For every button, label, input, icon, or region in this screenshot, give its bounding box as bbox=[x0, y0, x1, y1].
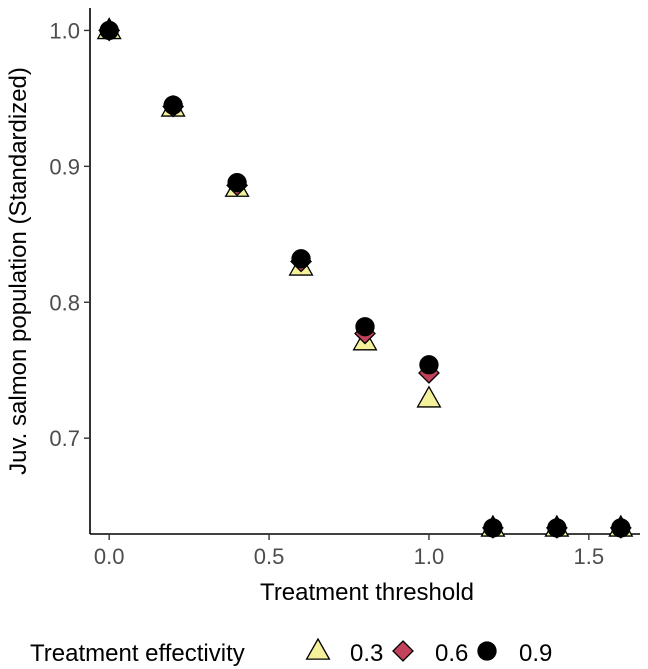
data-point-0-3 bbox=[416, 385, 442, 408]
data-point-0-9 bbox=[547, 518, 567, 538]
legend-title: Treatment effectivity bbox=[30, 640, 245, 667]
legend-items: 0.3 0.6 0.9 bbox=[305, 637, 552, 667]
legend-key-0-3 bbox=[305, 637, 331, 660]
y-ticks: 0.7 0.8 0.9 1.0 bbox=[49, 18, 90, 451]
y-tick-label: 0.9 bbox=[49, 154, 80, 179]
y-tick-label: 0.8 bbox=[49, 290, 80, 315]
legend-label: 0.6 bbox=[435, 640, 468, 667]
data-point-0-9 bbox=[163, 95, 183, 115]
legend-label: 0.9 bbox=[519, 640, 552, 667]
data-point-0-9 bbox=[483, 518, 503, 538]
x-axis-label: Treatment threshold bbox=[260, 579, 474, 606]
data-point-0-9 bbox=[419, 355, 439, 375]
x-tick-label: 0.0 bbox=[94, 544, 125, 569]
y-tick-label: 0.7 bbox=[49, 426, 80, 451]
x-tick-label: 0.5 bbox=[254, 544, 285, 569]
legend-label: 0.3 bbox=[350, 640, 383, 667]
legend: Treatment effectivity 0.3 0.6 0.9 bbox=[30, 637, 552, 667]
data-point-0-9 bbox=[99, 20, 119, 41]
x-tick-label: 1.5 bbox=[574, 544, 605, 569]
legend-key-0-6 bbox=[392, 640, 414, 662]
y-tick-label: 1.0 bbox=[49, 18, 80, 43]
x-ticks: 0.0 0.5 1.0 1.5 bbox=[94, 534, 604, 569]
data-points bbox=[96, 17, 634, 539]
axes bbox=[89, 8, 640, 535]
legend-key-0-9 bbox=[477, 641, 497, 661]
data-point-0-9 bbox=[611, 518, 631, 538]
x-tick-label: 1.0 bbox=[414, 544, 445, 569]
data-point-0-9 bbox=[291, 249, 311, 269]
y-axis-label: Juv. salmon population (Standardized) bbox=[5, 67, 32, 475]
data-point-0-9 bbox=[355, 317, 375, 337]
data-point-0-9 bbox=[227, 173, 247, 193]
